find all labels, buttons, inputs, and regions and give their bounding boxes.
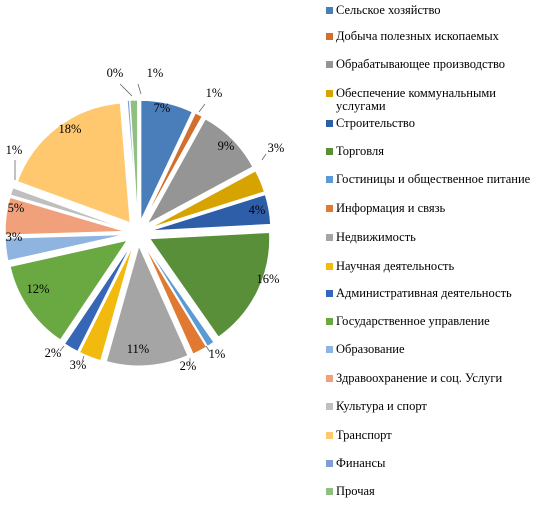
leader-line <box>59 345 65 352</box>
legend-label: Культура и спорт <box>336 399 427 413</box>
legend-swatch <box>326 148 333 155</box>
legend-swatch <box>326 375 333 382</box>
pie-slice <box>9 187 126 230</box>
legend-label: Обрабатывающее производство <box>336 57 506 71</box>
slice-data-label: 2% <box>45 346 62 360</box>
slice-data-label: 1% <box>206 86 223 100</box>
legend-label: Здравоохранение и соц. Услуги <box>336 371 503 385</box>
legend-swatch <box>326 234 333 241</box>
legend-label: Прочая <box>336 484 375 498</box>
pie-slice <box>78 244 134 362</box>
legend-swatch <box>326 460 333 467</box>
pie-slice <box>16 102 131 224</box>
slice-data-label: 3% <box>268 141 285 155</box>
legend-label: Гостиницы и общественное питание <box>336 172 531 186</box>
legend-label: Обеспечение коммунальными услугами <box>336 86 496 113</box>
pie-slice <box>143 112 203 222</box>
legend-label: Научная деятельность <box>336 259 455 273</box>
slice-data-label: 9% <box>218 139 235 153</box>
leader-line <box>119 83 133 97</box>
legend-swatch <box>326 488 333 495</box>
legend-swatch <box>326 432 333 439</box>
legend-swatch <box>326 7 333 14</box>
legend-swatch <box>326 263 333 270</box>
pie-slice <box>129 99 139 221</box>
pie-slice <box>105 244 189 367</box>
legend-label: Образование <box>336 342 405 356</box>
legend-label: Недвижимость <box>336 230 416 244</box>
legend-label: Сельское хозяйство <box>336 3 441 17</box>
slice-data-label: 2% <box>180 359 197 373</box>
pie-slice <box>144 243 215 348</box>
slice-data-label: 1% <box>209 347 226 361</box>
slice-data-label: 3% <box>70 358 87 372</box>
slice-data-label: 3% <box>6 230 23 244</box>
pie-slice <box>63 243 132 353</box>
legend-swatch <box>326 290 333 297</box>
legend-swatch <box>326 318 333 325</box>
slice-data-label: 1% <box>6 143 23 157</box>
legend-label: Торговля <box>336 144 384 158</box>
slice-data-label: 4% <box>249 203 266 217</box>
leader-line <box>137 83 142 95</box>
legend-swatch <box>326 33 333 40</box>
legend-swatch <box>326 61 333 68</box>
legend-swatch <box>326 403 333 410</box>
slice-data-label: 12% <box>27 282 50 296</box>
pie-slice <box>126 99 138 221</box>
slice-data-label: 16% <box>257 272 280 286</box>
pie-slice <box>150 193 272 232</box>
legend-label: Финансы <box>336 456 386 470</box>
pie-slice <box>148 231 271 338</box>
legend-label: Добыча полезных ископаемых <box>336 29 499 43</box>
pie-slice <box>9 239 129 341</box>
legend-swatch <box>326 120 333 127</box>
leader-line <box>81 355 85 363</box>
legend-label: Информация и связь <box>336 201 446 215</box>
leader-line <box>205 345 211 353</box>
pie-chart: 7% 1% 9% 3% 4% 16% 1% 2% 11% 3% 2% 12% 3% 5% 1% 18% 0% 1% <box>4 66 285 373</box>
slice-data-label: 5% <box>8 201 25 215</box>
legend-swatch <box>326 90 333 97</box>
pie-slice <box>145 118 254 226</box>
leader-line <box>198 103 206 113</box>
pie-slice <box>4 196 126 236</box>
legend-swatch <box>326 346 333 353</box>
legend-label: Строительство <box>336 116 416 130</box>
legend-label: Транспорт <box>336 428 392 442</box>
pie-slice <box>140 99 193 221</box>
slice-data-label: 0% <box>107 66 124 80</box>
legend-swatch <box>326 176 333 183</box>
legend-label: Государственное управление <box>336 314 490 328</box>
slice-data-label: 7% <box>154 101 171 115</box>
slice-data-label: 11% <box>127 342 149 356</box>
pie-slice <box>4 234 126 262</box>
leader-line <box>261 153 267 161</box>
slice-data-label: 18% <box>59 122 82 136</box>
pie-slice <box>149 170 266 229</box>
legend-label: Административная деятельность <box>336 286 512 300</box>
legend-swatch <box>326 205 333 212</box>
slice-data-label: 1% <box>147 66 164 80</box>
